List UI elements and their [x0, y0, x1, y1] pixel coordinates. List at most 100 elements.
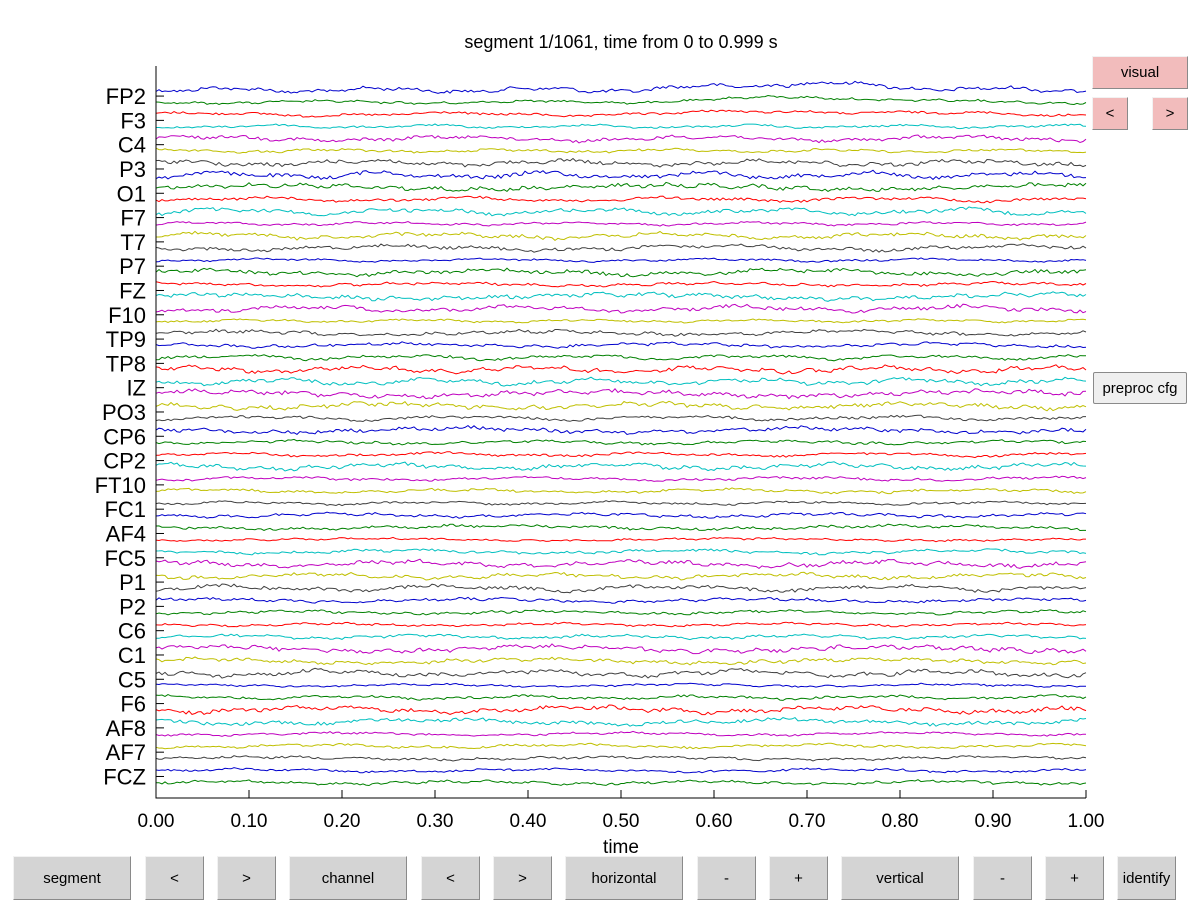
eeg-trace [155, 341, 1087, 349]
eeg-trace [155, 291, 1087, 302]
channel-label: FC1 [104, 497, 146, 522]
eeg-trace [155, 571, 1087, 581]
channel-label: P1 [119, 570, 146, 595]
vertical-button[interactable]: vertical [841, 856, 959, 900]
channel-label: PO3 [102, 400, 146, 425]
identify-button[interactable]: identify [1117, 856, 1176, 900]
channel-label: T7 [120, 230, 146, 255]
channel-label: FZ [119, 278, 146, 303]
x-tick-label: 0.40 [510, 811, 547, 832]
channel-label: FCZ [103, 764, 146, 789]
channel-label: P2 [119, 594, 146, 619]
channel-label: IZ [126, 376, 146, 401]
eeg-trace [155, 169, 1087, 181]
segment-button[interactable]: segment [13, 856, 131, 900]
x-tick-label: 0.10 [231, 811, 268, 832]
x-tick-label: 0.00 [138, 811, 175, 832]
side-prev-button[interactable]: < [1092, 97, 1128, 130]
x-tick-label: 1.00 [1068, 811, 1105, 832]
channel-button[interactable]: channel [289, 856, 407, 900]
eeg-trace [155, 755, 1087, 762]
eeg-trace [155, 609, 1087, 616]
vertical-plus-button[interactable]: + [1045, 856, 1104, 900]
x-tick-group: 0.00 0.10 0.20 0.30 0.40 0.50 0.60 0.70 0.80 0.90… [138, 790, 1105, 858]
eeg-trace [155, 511, 1087, 519]
eeg-trace [155, 558, 1087, 570]
eeg-trace [155, 548, 1087, 556]
eeg-trace [155, 694, 1087, 701]
vertical-minus-button[interactable]: - [973, 856, 1032, 900]
channel-label: CP2 [103, 449, 146, 474]
eeg-trace [155, 400, 1087, 412]
eeg-trace [155, 206, 1087, 217]
channel-label: F7 [120, 206, 146, 231]
channel-next-button[interactable]: > [493, 856, 552, 900]
x-tick-label: 0.20 [324, 811, 361, 832]
channel-label: AF4 [106, 521, 146, 546]
plot-title: segment 1/1061, time from 0 to 0.999 s [464, 32, 778, 52]
eeg-trace [155, 730, 1086, 737]
channel-label: F3 [120, 108, 146, 133]
eeg-trace [155, 667, 1087, 679]
channel-label: C6 [118, 619, 146, 644]
horizontal-button[interactable]: horizontal [565, 856, 683, 900]
channel-label: AF7 [106, 740, 146, 765]
channel-label: P7 [119, 254, 146, 279]
eeg-trace [155, 438, 1087, 446]
horizontal-minus-button[interactable]: - [697, 856, 756, 900]
channel-prev-button[interactable]: < [421, 856, 480, 900]
eeg-trace [155, 364, 1087, 375]
x-tick-label: 0.30 [417, 811, 454, 832]
eeg-trace [155, 195, 1087, 204]
eeg-trace [155, 318, 1087, 324]
eeg-trace [155, 621, 1087, 628]
x-tick-label: 0.70 [789, 811, 826, 832]
eeg-trace [156, 633, 1087, 641]
eeg-trace [155, 461, 1087, 472]
channel-label: F10 [108, 303, 146, 328]
eeg-trace [155, 388, 1087, 400]
x-axis-label: time [603, 837, 639, 858]
eeg-trace [155, 682, 1086, 688]
preproc-cfg-button[interactable]: preproc cfg [1093, 372, 1187, 404]
eeg-trace [155, 536, 1086, 543]
channel-label: P3 [119, 157, 146, 182]
channel-label: C4 [118, 133, 146, 158]
eeg-trace [155, 220, 1087, 227]
segment-prev-button[interactable]: < [145, 856, 204, 900]
trace-group [155, 80, 1087, 787]
eeg-trace [155, 424, 1087, 436]
eeg-trace [155, 94, 1087, 106]
segment-next-button[interactable]: > [217, 856, 276, 900]
eeg-trace [156, 230, 1087, 242]
eeg-trace [155, 267, 1087, 278]
eeg-trace [155, 767, 1087, 774]
eeg-trace [155, 157, 1087, 168]
eeg-trace [155, 523, 1086, 532]
eeg-trace [155, 487, 1087, 495]
eeg-trace [155, 779, 1087, 787]
eeg-trace [155, 280, 1087, 288]
channel-label: AF8 [106, 716, 146, 741]
horizontal-plus-button[interactable]: + [769, 856, 828, 900]
eeg-trace [155, 354, 1087, 362]
channel-label-group: FP2F3C4P3O1F7T7P7FZF10TP9TP8IZPO3CP6CP2F… [95, 84, 164, 789]
visual-button[interactable]: visual [1092, 56, 1188, 89]
eeg-trace [155, 134, 1087, 144]
x-tick-label: 0.50 [603, 811, 640, 832]
eeg-trace [155, 243, 1087, 253]
eeg-trace [156, 123, 1087, 130]
channel-label: O1 [117, 181, 146, 206]
eeg-trace [155, 704, 1087, 716]
eeg-trace [155, 376, 1087, 387]
side-next-button[interactable]: > [1152, 97, 1188, 130]
x-tick-label: 0.60 [696, 811, 733, 832]
eeg-trace [155, 643, 1087, 655]
eeg-trace [155, 414, 1086, 423]
channel-label: CP6 [103, 424, 146, 449]
eeg-trace [156, 451, 1087, 459]
channel-label: F6 [120, 692, 146, 717]
eeg-trace [155, 109, 1087, 118]
eeg-trace [155, 328, 1087, 337]
